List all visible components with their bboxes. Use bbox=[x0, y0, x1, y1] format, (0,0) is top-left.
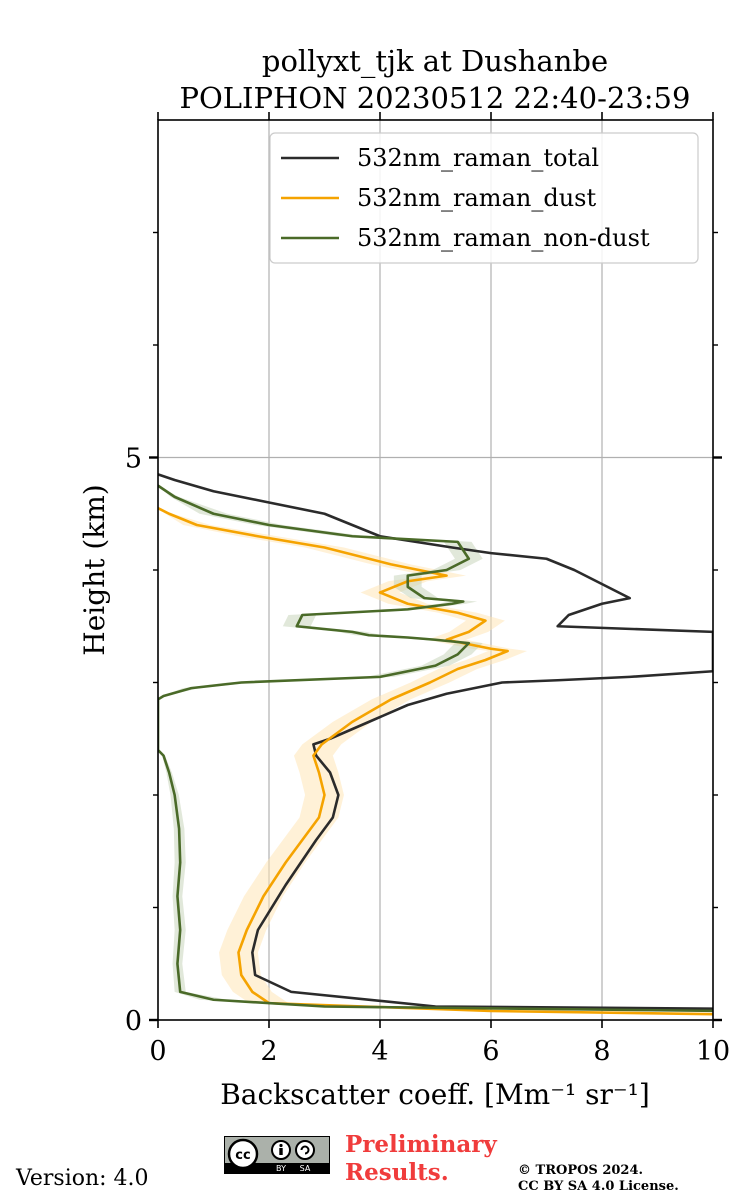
x-tick-label-4: 8 bbox=[593, 1036, 610, 1067]
chart-title-line2: POLIPHON 20230512 22:40-23:59 bbox=[180, 81, 691, 115]
band-532nm_raman_dust bbox=[158, 508, 744, 1014]
x-tick-label-2: 4 bbox=[371, 1036, 388, 1067]
preliminary-line2: Results. bbox=[345, 1159, 497, 1187]
y-tick-label-1: 5 bbox=[125, 444, 142, 475]
legend-label-532nm_raman_dust: 532nm_raman_dust bbox=[357, 184, 596, 212]
legend: 532nm_raman_total 532nm_raman_dust 532nm_r… bbox=[270, 133, 698, 263]
chart-title-line1: pollyxt_tjk at Dushanbe bbox=[262, 44, 608, 79]
x-axis-label: Backscatter coeff. [Mm⁻¹ sr⁻¹] bbox=[220, 1078, 650, 1111]
copyright-line2: CC BY SA 4.0 License. bbox=[518, 1179, 679, 1195]
cc-by-sa-logo: cc BY SA bbox=[224, 1136, 330, 1174]
series-line-532nm_raman_dust bbox=[158, 508, 724, 1014]
x-tick-label-0: 0 bbox=[149, 1036, 166, 1067]
y-tick-label-0: 0 bbox=[125, 1006, 142, 1037]
preliminary-line1: Preliminary bbox=[345, 1131, 497, 1159]
legend-label-532nm_raman_non-dust: 532nm_raman_non-dust bbox=[357, 224, 650, 252]
y-axis-label: Height (km) bbox=[78, 484, 111, 655]
backscatter-profile-chart: pollyxt_tjk at Dushanbe POLIPHON 2023051… bbox=[0, 0, 750, 1200]
legend-label-532nm_raman_total: 532nm_raman_total bbox=[357, 144, 599, 172]
cc-mark-text: cc bbox=[235, 1148, 250, 1163]
x-tick-label-5: 10 bbox=[696, 1036, 730, 1067]
x-tick-label-3: 6 bbox=[482, 1036, 499, 1067]
copyright-line1: © TROPOS 2024. bbox=[518, 1163, 679, 1179]
cc-sa-text: SA bbox=[300, 1164, 311, 1173]
version-label: Version: 4.0 bbox=[16, 1166, 149, 1191]
cc-by-text: BY bbox=[276, 1164, 286, 1173]
preliminary-notice: Preliminary Results. bbox=[345, 1131, 497, 1187]
x-tick-label-1: 2 bbox=[260, 1036, 277, 1067]
copyright-notice: © TROPOS 2024. CC BY SA 4.0 License. bbox=[518, 1163, 679, 1195]
